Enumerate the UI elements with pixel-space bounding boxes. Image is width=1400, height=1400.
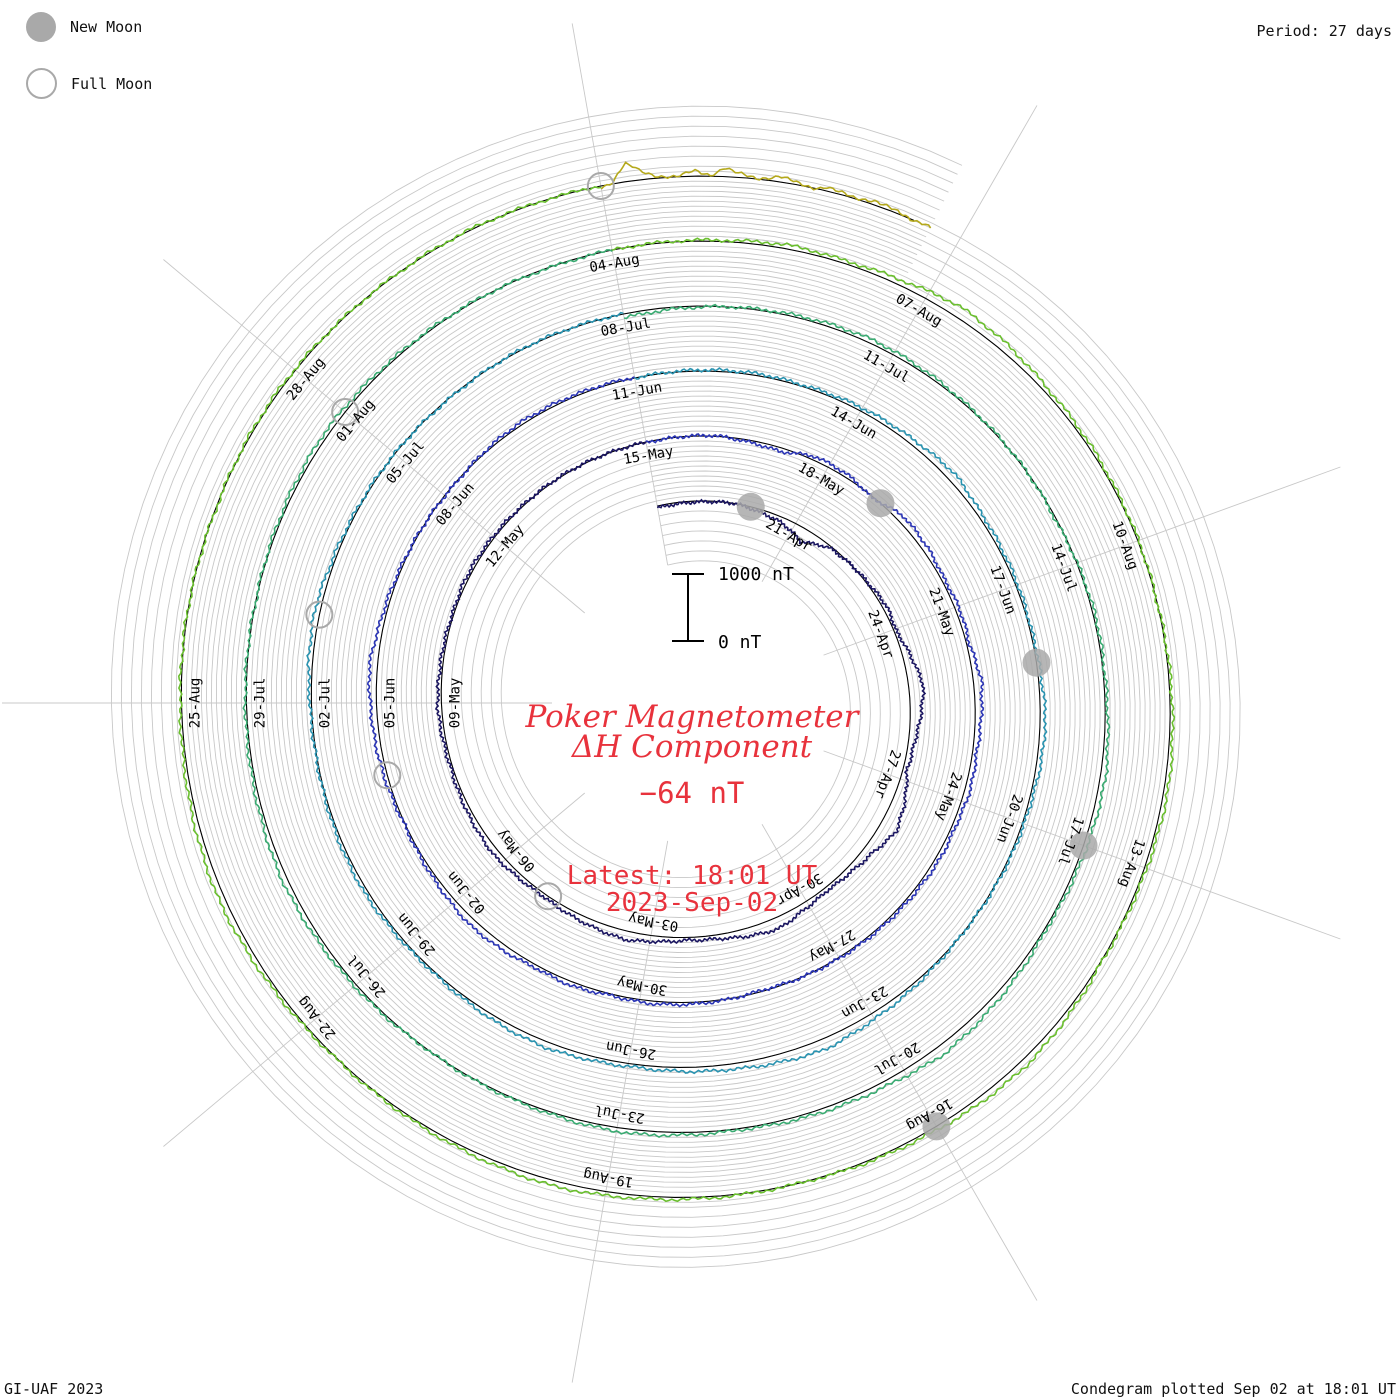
trace-revolution-5 <box>177 186 1176 1203</box>
legend-new-moon-label: New Moon <box>70 18 143 36</box>
grid-ring <box>130 125 1221 1248</box>
date-label: 21-Apr <box>763 516 815 555</box>
new-moon-marker <box>866 489 895 518</box>
scale-bar: 1000 nT 0 nT <box>672 564 794 653</box>
new-moon-icon <box>26 12 56 42</box>
date-label: 12-May <box>483 522 528 571</box>
grid-ring <box>190 185 1161 1188</box>
grid-ring <box>230 225 1121 1148</box>
full-moon-marker <box>586 171 615 200</box>
date-label: 02-Jul <box>317 678 333 729</box>
chart-subtitle: ΔH Component <box>571 729 813 765</box>
grid-ring <box>120 115 1231 1258</box>
grid-ring <box>150 145 1201 1228</box>
center-text: Poker Magnetometer ΔH Component −64 nT L… <box>525 699 861 918</box>
scale-bottom-label: 0 nT <box>718 632 762 653</box>
date-label: 08-Jun <box>433 480 478 529</box>
new-moon-marker <box>1022 648 1051 677</box>
grid-ring <box>200 195 1151 1178</box>
latest-time: Latest: 18:01 UT <box>567 861 818 891</box>
legend-full-moon-label: Full Moon <box>71 74 153 93</box>
trace-revolution-2 <box>366 376 985 1008</box>
scale-top-label: 1000 nT <box>718 564 794 585</box>
grid-ring <box>220 215 1131 1158</box>
grid-spoke <box>823 466 1341 656</box>
trace-revolution-3 <box>306 311 1048 1075</box>
legend-new-moon: New Moon <box>26 12 142 42</box>
trace-revolution-6 <box>600 161 932 229</box>
date-label: 04-Aug <box>588 251 641 276</box>
legend-full-moon: Full Moon <box>26 68 152 99</box>
credit-label: GI-UAF 2023 <box>4 1380 104 1398</box>
grid-spoke <box>761 105 1038 582</box>
grid-ring <box>160 155 1191 1218</box>
full-moon-marker <box>305 600 334 629</box>
date-label: 30-May <box>616 973 669 998</box>
new-moon-marker <box>736 492 765 521</box>
date-label: 05-Jun <box>382 678 398 729</box>
new-moon-marker <box>922 1112 951 1141</box>
date-label: 11-Jun <box>611 380 664 405</box>
date-label: 28-Aug <box>284 355 329 404</box>
grid-spoke <box>163 792 586 1147</box>
grid-ring <box>170 165 1181 1208</box>
spiral-spokes <box>2 23 1341 1383</box>
date-label: 21-May <box>925 586 957 639</box>
date-label: 29-Jul <box>252 678 268 729</box>
grid-spoke <box>571 840 669 1383</box>
grid-ring <box>110 105 1241 1268</box>
new-moon-marker <box>1069 831 1098 860</box>
date-label: 06-May <box>494 826 539 875</box>
full-moon-marker <box>534 882 563 911</box>
trace-revolution-4 <box>242 249 1111 1139</box>
trace-revolution-1 <box>434 441 927 945</box>
period-label: Period: 27 days <box>1256 22 1392 40</box>
date-label: 10-Aug <box>1109 519 1141 572</box>
chart-title: Poker Magnetometer <box>525 699 861 735</box>
grid-spoke <box>163 259 586 614</box>
full-moon-marker <box>331 397 360 426</box>
date-label: 09-May <box>447 678 463 729</box>
date-label: 25-Aug <box>187 678 203 729</box>
full-moon-icon <box>26 68 57 99</box>
grid-ring <box>140 135 1211 1238</box>
spiral-grid <box>110 105 1241 1268</box>
full-moon-marker <box>373 761 402 790</box>
data-traces <box>177 161 1176 1203</box>
grid-spoke <box>761 824 1038 1301</box>
date-label: 14-Jul <box>1047 541 1079 594</box>
moon-markers <box>305 171 1098 1141</box>
current-value: −64 nT <box>640 776 745 810</box>
date-label: 15-May <box>622 444 675 469</box>
latest-date: 2023-Sep-02 <box>606 888 778 918</box>
grid-spoke <box>571 23 669 566</box>
plotted-label: Condegram plotted Sep 02 at 18:01 UT <box>1070 1380 1396 1398</box>
grid-ring <box>210 205 1141 1168</box>
